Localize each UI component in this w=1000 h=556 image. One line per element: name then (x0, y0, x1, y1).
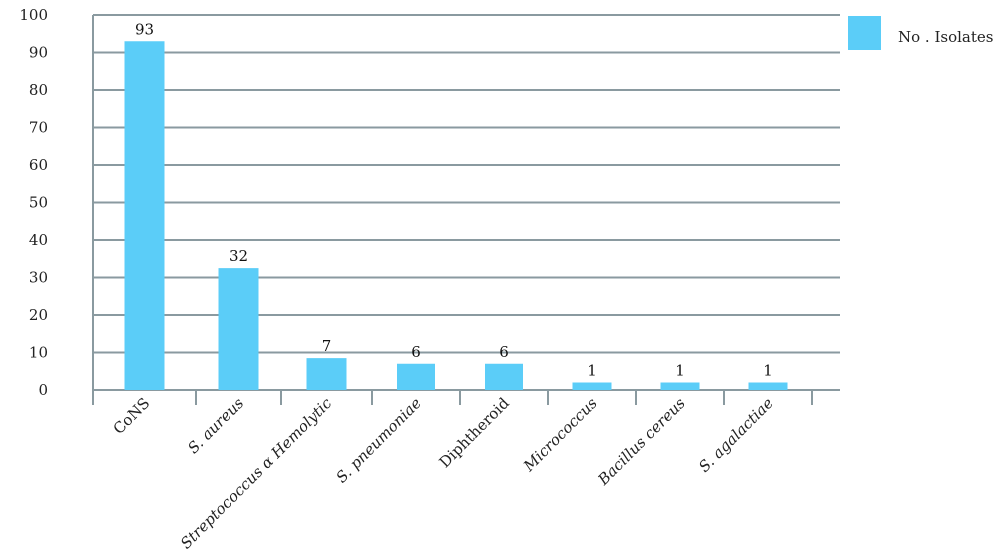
data-label: 7 (322, 337, 332, 355)
y-tick-label: 30 (29, 269, 48, 287)
legend-swatch (848, 16, 881, 50)
y-tick-label: 0 (38, 381, 48, 399)
y-tick-label: 80 (29, 81, 48, 99)
data-label: 93 (135, 20, 154, 38)
bar (218, 268, 259, 390)
bar (748, 382, 788, 390)
axes (92, 15, 840, 405)
bar (306, 358, 347, 390)
y-tick-label: 50 (29, 194, 48, 212)
bar (485, 363, 523, 390)
legend: No . Isolates (848, 16, 993, 50)
x-category-label: S. pneumoniae (332, 394, 424, 486)
data-labels: 93 32 7 6 6 1 1 1 (135, 20, 773, 379)
legend-label: No . Isolates (898, 28, 993, 46)
y-tick-label: 90 (29, 44, 48, 62)
data-label: 6 (499, 343, 509, 361)
y-tick-label: 10 (29, 344, 48, 362)
bars (124, 41, 788, 390)
data-label: 6 (411, 343, 421, 361)
data-label: 1 (587, 362, 597, 380)
y-tick-label: 70 (29, 119, 48, 137)
y-tick-labels: 0 10 20 30 40 50 60 70 80 90 100 (19, 6, 48, 399)
x-category-label: Bacillus cereus (594, 394, 689, 489)
y-tick-label: 20 (29, 306, 48, 324)
bar (660, 382, 700, 390)
x-category-label: Streptococcus α Hemolytic (177, 394, 336, 553)
data-label: 32 (229, 247, 248, 265)
y-tick-label: 60 (29, 156, 48, 174)
x-category-label: Diphtheroid (436, 394, 514, 472)
bar (397, 363, 435, 390)
bar (572, 382, 612, 390)
x-category-label: S. aureus (184, 394, 247, 457)
bar (124, 41, 165, 390)
gridlines (93, 14, 840, 354)
y-tick-label: 100 (19, 6, 48, 24)
data-label: 1 (675, 362, 685, 380)
x-category-label: CoNS (110, 394, 154, 438)
data-label: 1 (763, 362, 773, 380)
x-category-label: S. agalactiae (695, 394, 777, 476)
x-category-label: Micrococcus (519, 394, 601, 476)
y-tick-label: 40 (29, 231, 48, 249)
